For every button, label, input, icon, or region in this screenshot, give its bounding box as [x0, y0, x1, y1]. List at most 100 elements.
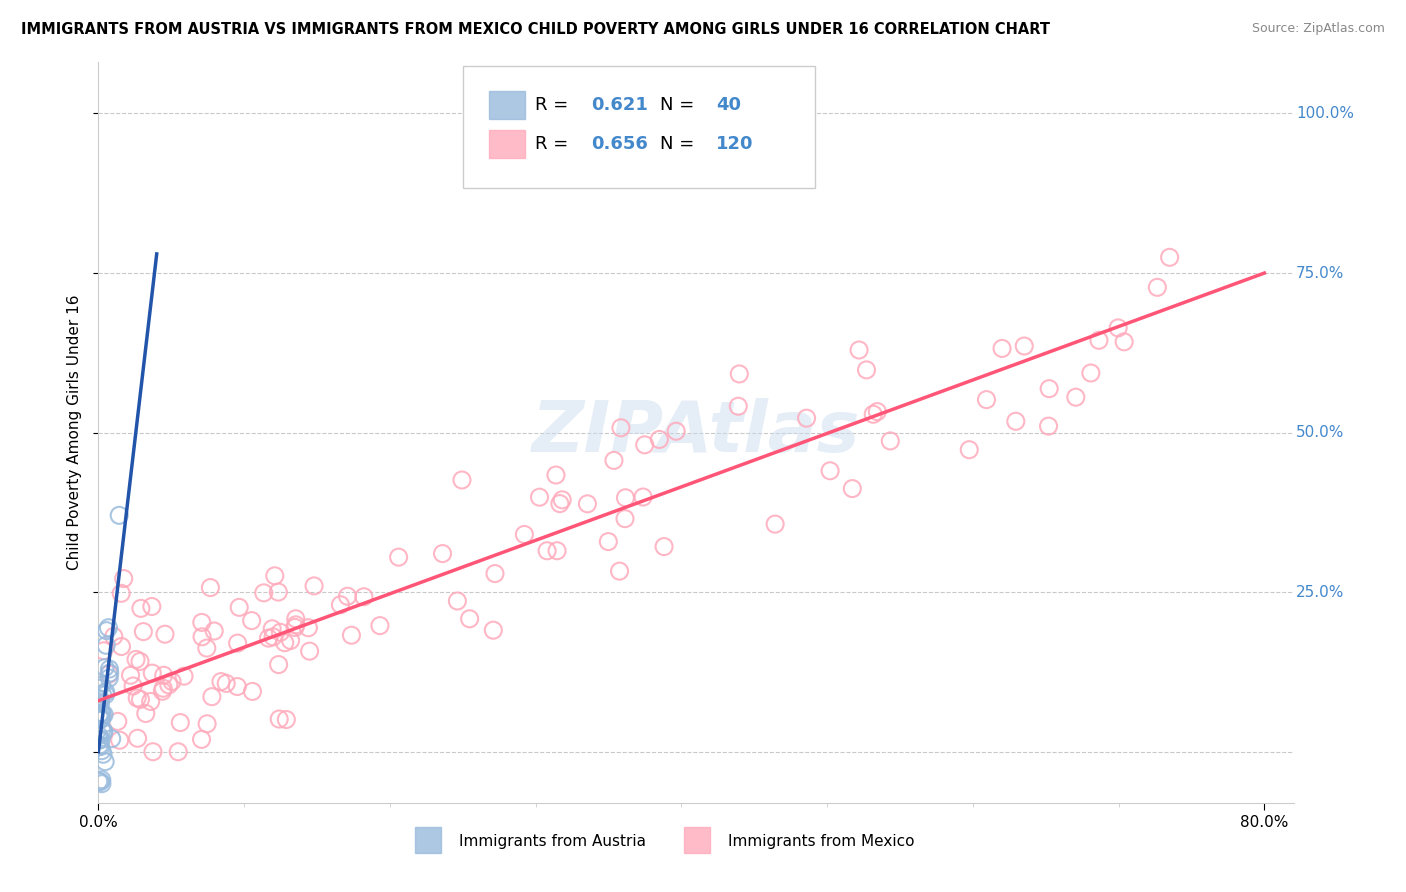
- Point: [122, 679, 145, 693]
- Point: [879, 434, 901, 448]
- Point: [93, 707, 115, 722]
- Text: Source: ZipAtlas.com: Source: ZipAtlas.com: [1251, 22, 1385, 36]
- Point: [614, 491, 637, 505]
- Point: [90, 744, 112, 758]
- Point: [152, 684, 174, 698]
- Point: [127, 731, 149, 746]
- Point: [89, 733, 111, 747]
- Text: 40: 40: [716, 95, 741, 113]
- Point: [796, 411, 818, 425]
- Point: [263, 568, 285, 582]
- Point: [98, 662, 121, 676]
- Point: [551, 492, 574, 507]
- Point: [87, 707, 110, 722]
- Text: 120: 120: [716, 135, 754, 153]
- Text: R =: R =: [534, 95, 574, 113]
- Point: [157, 678, 180, 692]
- Point: [848, 343, 870, 357]
- Point: [97, 667, 120, 681]
- Point: [631, 490, 654, 504]
- Point: [603, 453, 626, 467]
- Point: [215, 676, 238, 690]
- Point: [1038, 382, 1060, 396]
- Point: [141, 599, 163, 614]
- Point: [280, 633, 302, 648]
- Point: [191, 630, 214, 644]
- Point: [89, 697, 111, 711]
- Point: [108, 508, 131, 523]
- Point: [152, 681, 174, 696]
- Point: [1004, 414, 1026, 428]
- Point: [652, 540, 675, 554]
- Point: [90, 777, 112, 791]
- Point: [108, 733, 131, 747]
- Point: [94, 755, 117, 769]
- Point: [153, 627, 176, 641]
- Point: [269, 625, 291, 640]
- Point: [353, 590, 375, 604]
- Point: [98, 671, 121, 685]
- Point: [89, 738, 111, 752]
- Point: [957, 442, 980, 457]
- Point: [100, 731, 122, 746]
- Point: [191, 615, 214, 630]
- Point: [458, 612, 481, 626]
- Text: 25.0%: 25.0%: [1296, 584, 1344, 599]
- Text: 0.656: 0.656: [591, 135, 648, 153]
- Point: [120, 668, 142, 682]
- Point: [94, 688, 117, 702]
- Point: [336, 589, 359, 603]
- Point: [91, 711, 114, 725]
- Point: [94, 684, 117, 698]
- Point: [576, 497, 599, 511]
- Point: [129, 692, 152, 706]
- Point: [90, 678, 112, 692]
- Bar: [685, 827, 710, 853]
- Point: [195, 716, 218, 731]
- Point: [201, 690, 224, 704]
- Point: [728, 367, 751, 381]
- Text: 75.0%: 75.0%: [1296, 266, 1344, 281]
- Point: [866, 404, 889, 418]
- Bar: [489, 130, 524, 158]
- Point: [1064, 390, 1087, 404]
- Point: [139, 694, 162, 708]
- Point: [388, 550, 411, 565]
- Point: [1080, 366, 1102, 380]
- Point: [262, 630, 284, 644]
- Point: [135, 706, 157, 721]
- Point: [648, 433, 671, 447]
- Point: [302, 579, 325, 593]
- Point: [90, 712, 112, 726]
- Point: [98, 666, 121, 681]
- Text: 50.0%: 50.0%: [1296, 425, 1344, 440]
- Point: [167, 745, 190, 759]
- Point: [267, 585, 290, 599]
- Point: [89, 692, 111, 706]
- Point: [634, 438, 657, 452]
- Point: [132, 624, 155, 639]
- Point: [432, 547, 454, 561]
- Point: [1088, 333, 1111, 347]
- Text: R =: R =: [534, 135, 574, 153]
- Point: [90, 732, 112, 747]
- Point: [1146, 280, 1168, 294]
- Point: [329, 598, 352, 612]
- Point: [195, 641, 218, 656]
- Point: [129, 654, 152, 668]
- Point: [127, 690, 149, 705]
- Bar: [489, 91, 524, 119]
- Point: [284, 612, 307, 626]
- Point: [93, 724, 115, 739]
- Point: [976, 392, 998, 407]
- Point: [94, 638, 117, 652]
- Point: [665, 424, 688, 438]
- Point: [90, 723, 112, 737]
- Point: [548, 497, 571, 511]
- Point: [107, 714, 129, 729]
- Point: [87, 729, 110, 743]
- Point: [226, 636, 249, 650]
- Text: N =: N =: [661, 135, 700, 153]
- Point: [110, 586, 132, 600]
- Point: [110, 640, 132, 654]
